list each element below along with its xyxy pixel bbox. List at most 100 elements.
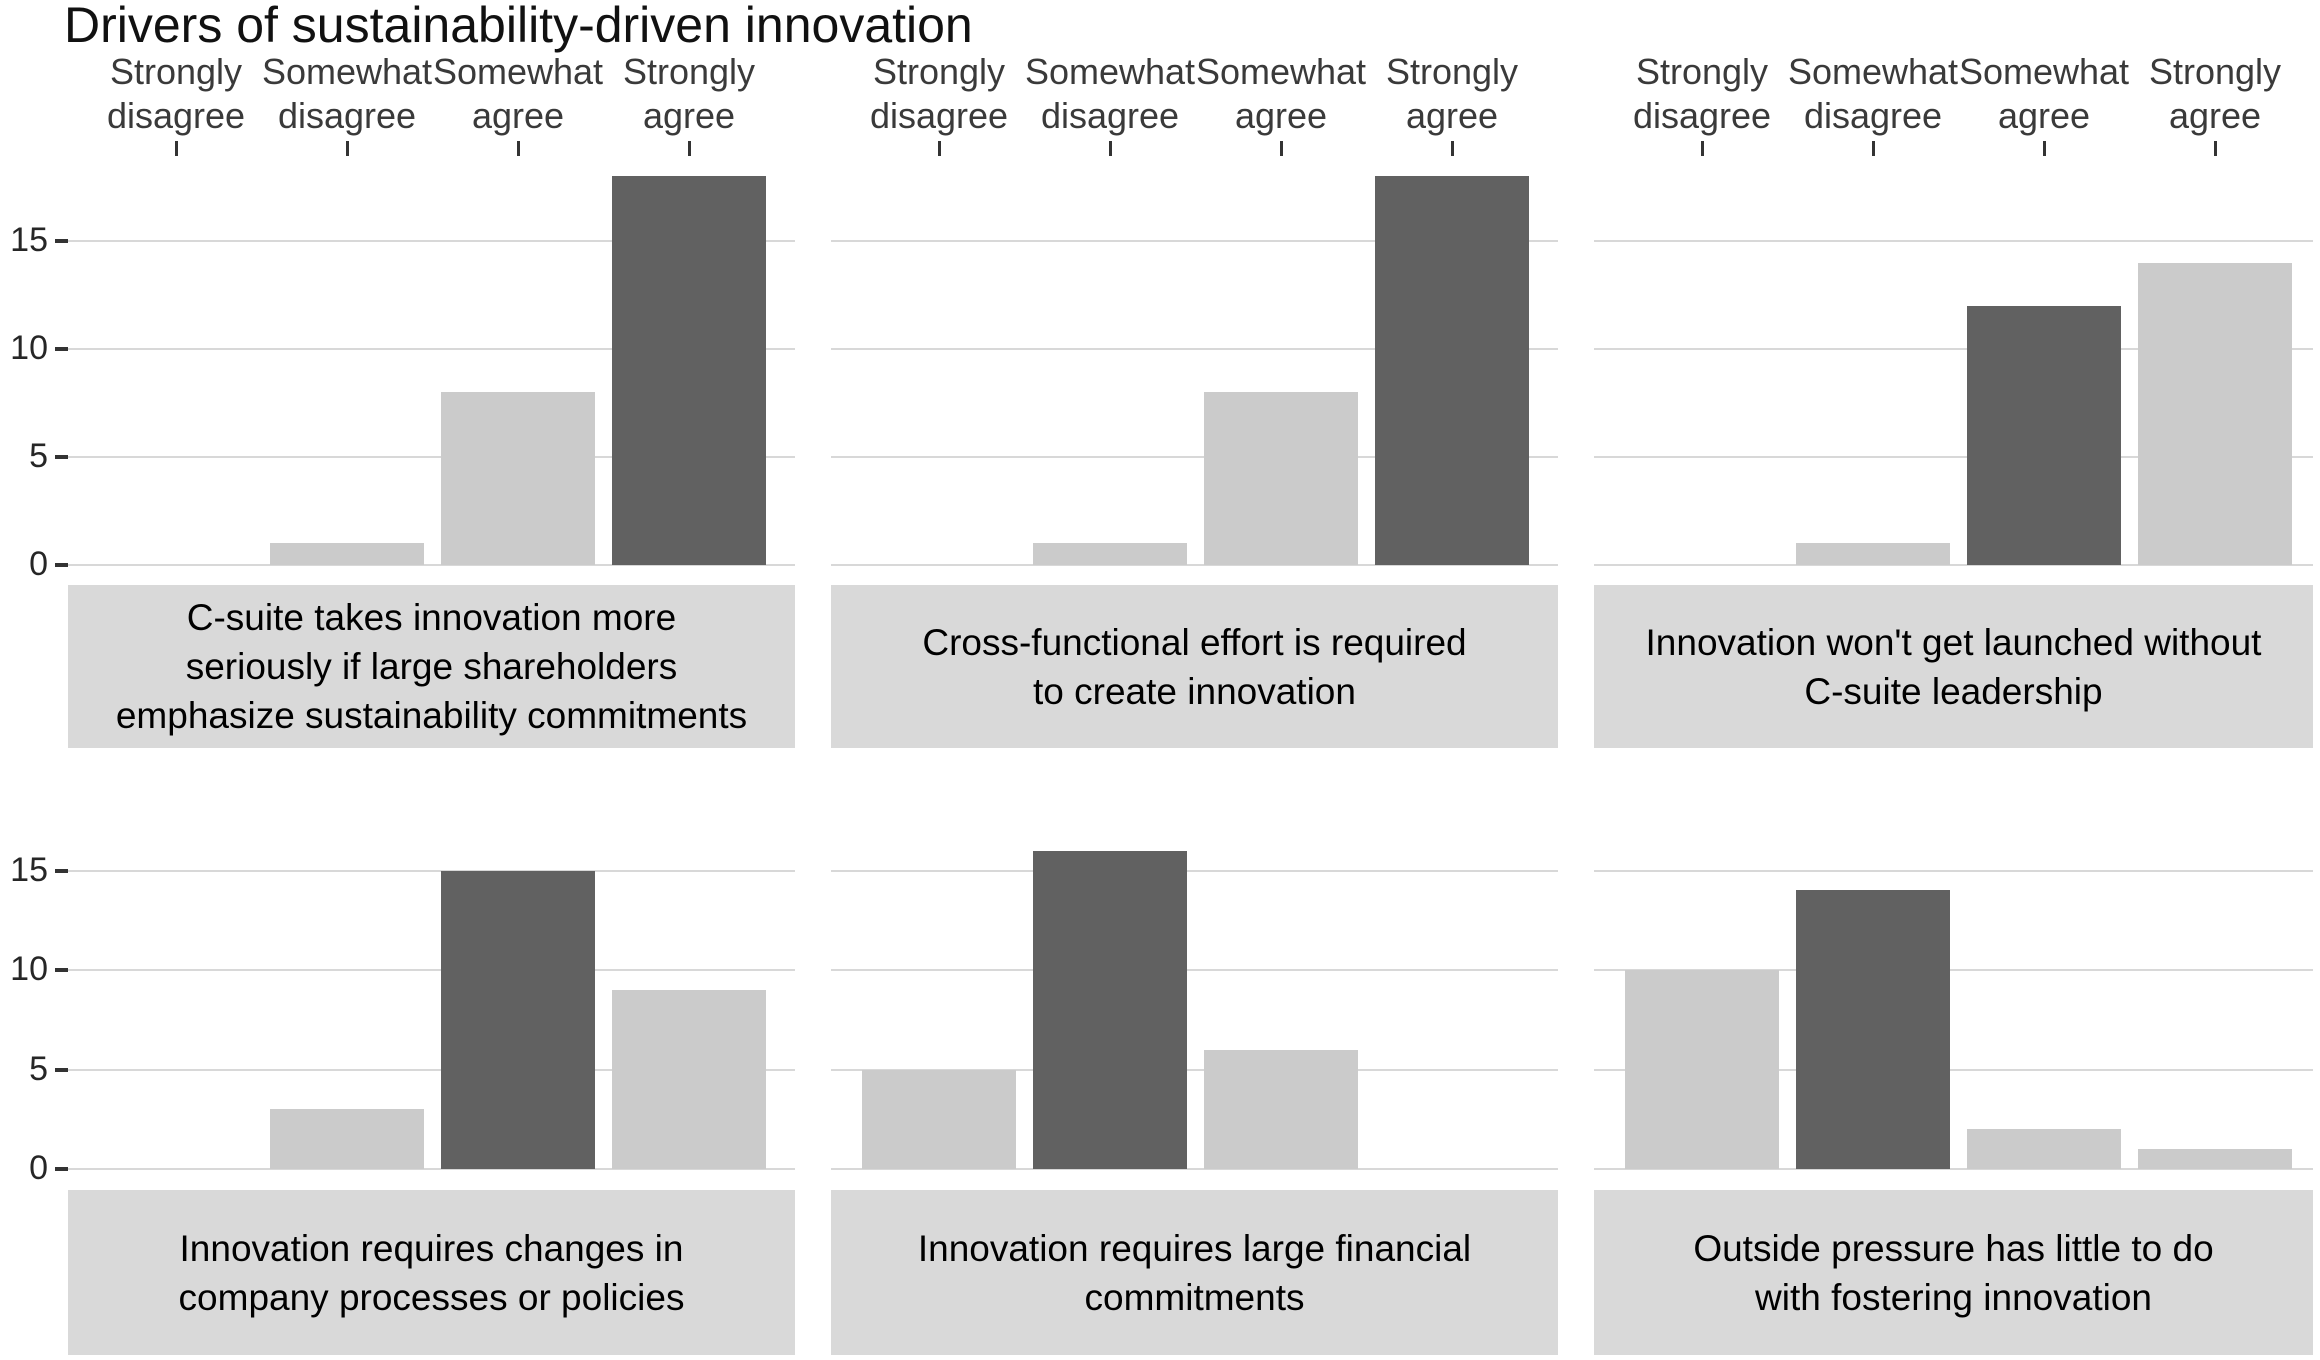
- gridline: [1594, 869, 2313, 872]
- x-axis-tick: [1109, 141, 1112, 156]
- gridline: [1594, 1168, 2313, 1170]
- x-axis-category-label: Somewhat agree: [1958, 51, 2130, 136]
- facet-strip: Outside pressure has little to do with fo…: [1594, 1190, 2313, 1355]
- y-axis-tick-label: 10: [10, 329, 48, 367]
- bar: [270, 1109, 424, 1169]
- facet-strip-label: Innovation requires changes in company pr…: [178, 1227, 685, 1318]
- bar: [1033, 850, 1187, 1169]
- y-axis-tick-label: 5: [29, 1049, 48, 1088]
- gridline: [831, 1168, 1558, 1170]
- y-axis-tick: [55, 968, 68, 972]
- y-axis-tick-label: 0: [29, 1149, 48, 1187]
- y-axis-tick: [55, 1167, 68, 1171]
- facet-strip: Cross-functional effort is required to cr…: [831, 585, 1558, 748]
- facet-panel: Strongly disagree Somewhat disagree Somewhat…: [831, 51, 1558, 566]
- facet-strip: Innovation won't get launched without C-s…: [1594, 585, 2313, 748]
- y-axis-tick: [55, 347, 68, 351]
- gridline: [831, 456, 1558, 458]
- bar: [612, 989, 766, 1169]
- x-axis-tick: [688, 141, 691, 156]
- gridline: [831, 240, 1558, 242]
- y-axis-tick-label: 0: [29, 545, 48, 583]
- bar: [1204, 1049, 1358, 1169]
- facet-strip-label: Innovation requires large financial commi…: [917, 1227, 1472, 1318]
- facet-strip-label: Outside pressure has little to do with fo…: [1693, 1227, 2214, 1318]
- x-axis-category-label: Somewhat disagree: [1787, 51, 1959, 136]
- x-axis-category-label: Strongly agree: [1385, 51, 1519, 136]
- facet-strip-label: Cross-functional effort is required to cr…: [922, 621, 1467, 712]
- facet-strip-label: C-suite takes innovation more seriously i…: [115, 597, 748, 736]
- bar: [862, 1069, 1016, 1169]
- x-axis-category-label: Somewhat disagree: [1024, 51, 1196, 136]
- gridline: [1594, 969, 2313, 971]
- x-axis-tick: [1701, 141, 1704, 156]
- x-axis-tick: [938, 141, 941, 156]
- gridline: [831, 869, 1558, 872]
- bar: [1967, 305, 2121, 565]
- gridline: [1594, 240, 2313, 242]
- bar: [612, 176, 766, 565]
- x-axis-tick: [175, 141, 178, 156]
- x-axis-tick: [2214, 141, 2217, 156]
- x-axis-tick: [1872, 141, 1875, 156]
- y-axis-tick-label: 15: [10, 221, 48, 259]
- facet-strip: Innovation requires large financial commi…: [831, 1190, 1558, 1355]
- facet-strip: Innovation requires changes in company pr…: [68, 1190, 795, 1355]
- gridline: [68, 1068, 795, 1071]
- x-axis-category-label: Somewhat agree: [432, 51, 604, 136]
- x-axis-tick: [517, 141, 520, 156]
- facet-strip: C-suite takes innovation more seriously i…: [68, 585, 795, 748]
- bar: [2138, 1149, 2292, 1169]
- gridline: [68, 240, 795, 242]
- gridline: [68, 348, 795, 350]
- bar: [1204, 392, 1358, 565]
- y-axis-tick: [55, 455, 68, 459]
- facet-panel: [831, 835, 1558, 1170]
- bar: [1375, 176, 1529, 565]
- gridline: [68, 1168, 795, 1170]
- y-axis-tick: [55, 239, 68, 243]
- x-axis-tick: [2043, 141, 2046, 156]
- gridline: [68, 869, 795, 872]
- x-axis-category-label: Strongly disagree: [1632, 51, 1772, 136]
- x-axis-category-label: Strongly agree: [2148, 51, 2282, 136]
- y-axis-tick: [55, 563, 68, 567]
- x-axis-category-label: Strongly disagree: [106, 51, 246, 136]
- facet-panel: [1594, 835, 2313, 1170]
- bar: [1967, 1129, 2121, 1169]
- facet-panel: 0 5 10 15 Strongly disagree Somewhat disagree So…: [10, 51, 795, 581]
- bar: [1796, 543, 1950, 565]
- x-axis-category-label: Somewhat disagree: [261, 51, 433, 136]
- gridline: [1594, 348, 2313, 350]
- x-axis-tick: [346, 141, 349, 156]
- x-axis-category-label: Strongly disagree: [869, 51, 1009, 136]
- chart-title: Drivers of sustainability-driven innovat…: [64, 0, 973, 53]
- bar: [1625, 970, 1779, 1169]
- gridline: [1594, 456, 2313, 458]
- facet-panel: 0 5 10 15: [10, 835, 795, 1185]
- x-axis-tick: [1451, 141, 1454, 156]
- facet-strip-label: Innovation won't get launched without C-s…: [1645, 621, 2262, 712]
- y-axis-tick-label: 15: [10, 850, 48, 889]
- y-axis-tick: [55, 1067, 68, 1072]
- x-axis-category-label: Strongly agree: [622, 51, 756, 136]
- gridline: [1594, 564, 2313, 566]
- y-axis-tick-label: 5: [29, 437, 48, 475]
- gridline: [831, 564, 1558, 566]
- gridline: [831, 348, 1558, 350]
- gridline: [831, 969, 1558, 971]
- gridline: [68, 564, 795, 566]
- bar: [270, 543, 424, 565]
- bar: [441, 392, 595, 565]
- y-axis-tick-label: 10: [10, 950, 48, 988]
- gridline: [831, 1068, 1558, 1071]
- facet-panel: Strongly disagree Somewhat disagree Somewhat…: [1594, 51, 2313, 566]
- bar: [1033, 543, 1187, 565]
- x-axis-category-label: Somewhat agree: [1195, 51, 1367, 136]
- gridline: [68, 456, 795, 458]
- bar: [441, 870, 595, 1169]
- bar: [1796, 890, 1950, 1169]
- bar: [2138, 262, 2292, 565]
- gridline: [1594, 1068, 2313, 1071]
- gridline: [68, 969, 795, 971]
